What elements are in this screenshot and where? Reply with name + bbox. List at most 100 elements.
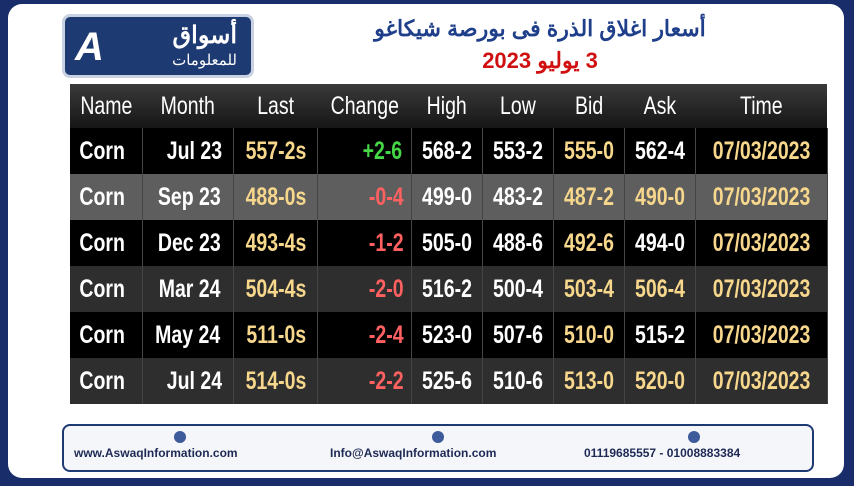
table-cell: 516-2 xyxy=(411,266,483,312)
cell-text: 525-6 xyxy=(422,366,472,395)
cell-text: 568-2 xyxy=(422,136,472,165)
column-header: Change xyxy=(317,84,412,128)
cell-text: Corn xyxy=(79,228,125,257)
cell-text: Jul 24 xyxy=(166,366,222,395)
column-header: Month xyxy=(142,84,234,128)
title: أسعار اغلاق الذرة فى بورصة شيكاغو xyxy=(374,16,706,41)
table-cell: 07/03/2023 xyxy=(695,266,828,312)
cell-text: 488-0s xyxy=(245,182,306,211)
table-cell: 07/03/2023 xyxy=(695,220,828,266)
table-cell: Jul 24 xyxy=(142,358,234,404)
table-row: Corn Jul 24 514-0s -2-2 525-6 510-6 513-0 520-0… xyxy=(70,358,828,404)
table-cell: 525-6 xyxy=(411,358,483,404)
cell-text: 516-2 xyxy=(422,274,472,303)
cell-text: 492-6 xyxy=(563,228,614,257)
website[interactable]: www.AswaqInformation.com xyxy=(74,446,238,460)
table-cell: 07/03/2023 xyxy=(695,128,828,174)
mail-icon xyxy=(432,431,444,443)
web-icon xyxy=(174,431,186,443)
table-cell: 557-2s xyxy=(233,128,319,174)
cell-text: 07/03/2023 xyxy=(712,182,811,211)
cell-text: Last xyxy=(257,91,294,120)
cell-text: Month xyxy=(160,91,215,120)
logo-subtext: للمعلومات xyxy=(172,52,237,69)
cell-text: Jul 23 xyxy=(166,136,222,165)
table-cell: 07/03/2023 xyxy=(695,358,828,404)
table-cell: -2-0 xyxy=(317,266,413,312)
table-cell: 510-0 xyxy=(553,312,625,358)
logo-mark: A xyxy=(75,25,104,69)
cell-text: Name xyxy=(80,91,133,120)
table-cell: 514-0s xyxy=(233,358,319,404)
cell-text: Ask xyxy=(643,91,677,120)
cell-text: Change xyxy=(330,91,399,120)
table-cell: Jul 23 xyxy=(142,128,234,174)
table-cell: 499-0 xyxy=(411,174,483,220)
table-cell: 488-0s xyxy=(233,174,319,220)
cell-text: 520-0 xyxy=(634,366,685,395)
cell-text: 500-4 xyxy=(493,274,543,303)
column-header: Ask xyxy=(624,84,696,128)
logo: A أسواق للمعلومات xyxy=(62,14,254,78)
cell-text: 515-2 xyxy=(634,320,685,349)
table-cell: 506-4 xyxy=(624,266,696,312)
table-cell: 500-4 xyxy=(482,266,554,312)
table-cell: 483-2 xyxy=(482,174,554,220)
table-cell: 07/03/2023 xyxy=(695,174,828,220)
phone-icon xyxy=(688,431,700,443)
cell-text: May 24 xyxy=(155,320,221,349)
table-cell: -0-4 xyxy=(317,174,413,220)
cell-text: Corn xyxy=(79,320,125,349)
cell-text: 490-0 xyxy=(634,182,685,211)
cell-text: Mar 24 xyxy=(159,274,221,303)
table-cell: 510-6 xyxy=(482,358,554,404)
table-cell: -2-2 xyxy=(317,358,413,404)
cell-text: 487-2 xyxy=(563,182,614,211)
table-row: Corn Dec 23 493-4s -1-2 505-0 488-6 492-6 494-0… xyxy=(70,220,828,266)
email[interactable]: Info@AswaqInformation.com xyxy=(330,446,497,460)
header-row: Name Month Last Change High Low Bid Ask Time xyxy=(70,84,828,128)
cell-text: 07/03/2023 xyxy=(712,228,811,257)
cell-text: 483-2 xyxy=(493,182,543,211)
column-header: Name xyxy=(70,84,143,128)
cell-text: Corn xyxy=(79,274,125,303)
table-row: Corn Mar 24 504-4s -2-0 516-2 500-4 503-4 506-4… xyxy=(70,266,828,312)
cell-text: 493-4s xyxy=(245,228,306,257)
table-cell: 503-4 xyxy=(553,266,625,312)
column-header: Last xyxy=(233,84,318,128)
table-cell: Mar 24 xyxy=(142,266,234,312)
table-cell: 505-0 xyxy=(411,220,483,266)
cell-text: -2-4 xyxy=(368,320,404,349)
table-cell: 555-0 xyxy=(553,128,625,174)
cell-text: Corn xyxy=(79,182,125,211)
cell-text: 499-0 xyxy=(422,182,472,211)
cell-text: 504-4s xyxy=(245,274,306,303)
cell-text: Sep 23 xyxy=(157,182,221,211)
table-cell: 520-0 xyxy=(624,358,696,404)
cell-text: 557-2s xyxy=(245,136,306,165)
cell-text: 494-0 xyxy=(634,228,685,257)
table-cell: Corn xyxy=(70,358,144,404)
table-cell: Corn xyxy=(70,266,144,312)
cell-text: 503-4 xyxy=(563,274,614,303)
cell-text: Corn xyxy=(79,366,125,395)
table-cell: +2-6 xyxy=(317,128,413,174)
table-cell: Corn xyxy=(70,128,144,174)
table-cell: -2-4 xyxy=(317,312,413,358)
table-cell: 488-6 xyxy=(482,220,554,266)
table-cell: 07/03/2023 xyxy=(695,312,828,358)
cell-text: 510-0 xyxy=(563,320,614,349)
table-row: Corn May 24 511-0s -2-4 523-0 507-6 510-0 515-2… xyxy=(70,312,828,358)
column-header: Low xyxy=(482,84,554,128)
cell-text: -2-2 xyxy=(368,366,404,395)
table-cell: 487-2 xyxy=(553,174,625,220)
cell-text: 510-6 xyxy=(493,366,543,395)
table-cell: Corn xyxy=(70,174,144,220)
table-cell: 553-2 xyxy=(482,128,554,174)
cell-text: -1-2 xyxy=(368,228,404,257)
cell-text: 511-0s xyxy=(246,320,307,349)
cell-text: -2-0 xyxy=(368,274,404,303)
cell-text: 562-4 xyxy=(634,136,685,165)
column-header: Bid xyxy=(553,84,625,128)
